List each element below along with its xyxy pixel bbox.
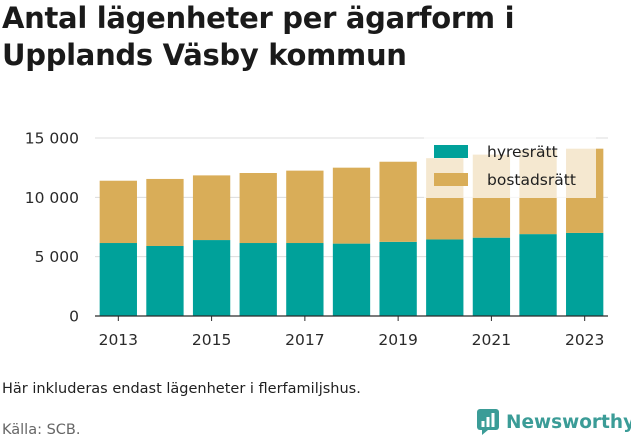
x-tick-label: 2019 xyxy=(378,331,417,349)
bar-hyresratt-2013 xyxy=(99,243,137,316)
x-axis-ticks: 2013 2015 2017 2019 2021 2023 xyxy=(99,316,604,349)
bar-hyresratt-2015 xyxy=(192,240,231,316)
newsworthy-logo: Newsworthy xyxy=(476,406,631,438)
bar-hyresratt-2017 xyxy=(286,243,324,316)
y-tick-label: 0 xyxy=(69,308,79,326)
bar-bostadsratt-2017 xyxy=(286,170,324,244)
bar-hyresratt-2019 xyxy=(379,241,417,316)
bar-bostadsratt-2015 xyxy=(192,175,231,241)
y-axis-ticks: 0 5 000 10 000 15 000 xyxy=(25,130,79,326)
x-tick-label: 2017 xyxy=(285,331,324,349)
bar-hyresratt-2014 xyxy=(146,245,184,316)
x-tick-label: 2015 xyxy=(192,331,231,349)
legend: hyresrätt bostadsrätt xyxy=(424,134,596,198)
bar-hyresratt-2022 xyxy=(519,234,557,316)
legend-swatch xyxy=(434,173,468,186)
chart-title: Antal lägenheter per ägarform i Upplands… xyxy=(2,1,515,72)
brand-name: Newsworthy xyxy=(506,411,631,433)
bar-hyresratt-2018 xyxy=(332,243,371,316)
bar-bostadsratt-2013 xyxy=(99,180,137,244)
newsworthy-icon xyxy=(477,409,499,435)
bar-hyresratt-2021 xyxy=(472,237,511,316)
y-tick-label: 10 000 xyxy=(25,189,79,207)
y-tick-label: 5 000 xyxy=(35,248,79,266)
bar-hyresratt-2020 xyxy=(426,239,464,316)
legend-swatch xyxy=(434,145,468,158)
bar-bostadsratt-2016 xyxy=(239,173,277,244)
source-note: Källa: SCB. xyxy=(2,422,81,438)
footnote: Här inkluderas endast lägenheter i flerf… xyxy=(2,381,361,397)
x-tick-label: 2023 xyxy=(565,331,604,349)
x-tick-label: 2021 xyxy=(472,331,511,349)
bar-hyresratt-2023 xyxy=(566,232,604,316)
legend-label: hyresrätt xyxy=(487,143,558,161)
bar-bostadsratt-2014 xyxy=(146,178,184,246)
bar-bostadsratt-2019 xyxy=(379,161,417,242)
legend-label: bostadsrätt xyxy=(487,171,576,189)
x-tick-label: 2013 xyxy=(99,331,138,349)
bar-hyresratt-2016 xyxy=(239,243,277,316)
legend-box xyxy=(424,134,596,198)
y-tick-label: 15 000 xyxy=(25,130,79,148)
bar-bostadsratt-2018 xyxy=(332,167,371,244)
